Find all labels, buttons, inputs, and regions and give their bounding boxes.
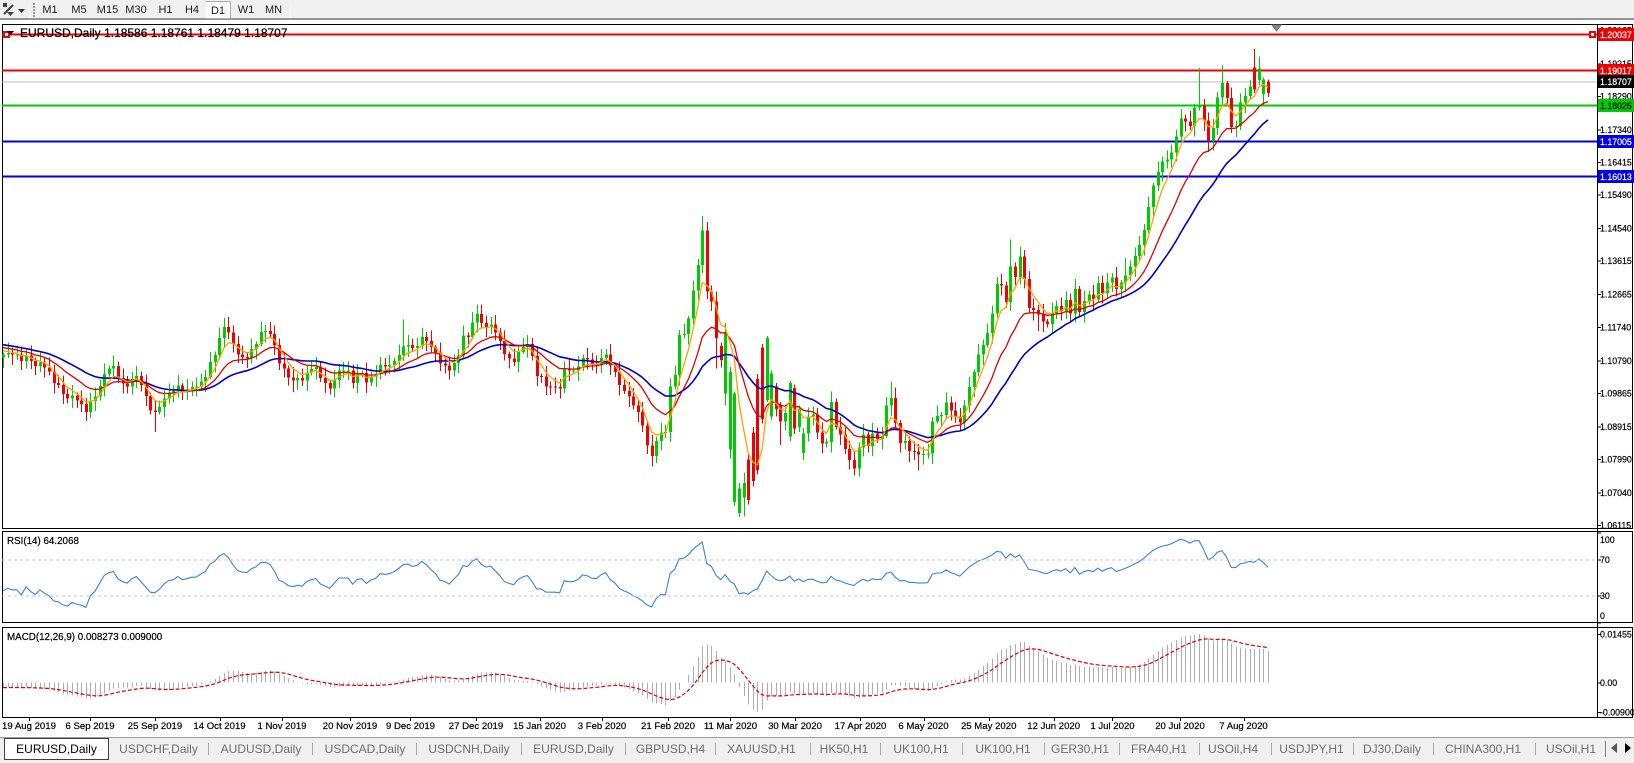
svg-text:1.19017: 1.19017 (1600, 66, 1632, 76)
svg-text:1.07040: 1.07040 (1600, 488, 1632, 498)
svg-text:20 Jul 2020: 20 Jul 2020 (1155, 721, 1205, 732)
svg-text:1.07990: 1.07990 (1600, 454, 1632, 464)
svg-text:1.17340: 1.17340 (1600, 125, 1632, 135)
svg-text:25 May 2020: 25 May 2020 (961, 721, 1016, 732)
svg-text:0.01455: 0.01455 (1600, 630, 1632, 640)
svg-text:100: 100 (1600, 535, 1615, 545)
svg-text:1.18290: 1.18290 (1600, 92, 1632, 102)
svg-text:MACD(12,26,9) 0.008273 0.00900: MACD(12,26,9) 0.008273 0.009000 (7, 632, 163, 643)
svg-text:RSI(14) 64.2068: RSI(14) 64.2068 (7, 536, 79, 547)
svg-text:6 May 2020: 6 May 2020 (898, 721, 948, 732)
svg-text:1.20037: 1.20037 (1600, 30, 1632, 40)
svg-text:19 Aug 2019: 19 Aug 2019 (2, 721, 56, 732)
svg-text:1.15490: 1.15490 (1600, 190, 1632, 200)
svg-text:1.08915: 1.08915 (1600, 422, 1632, 432)
svg-text:1.16415: 1.16415 (1600, 158, 1632, 168)
svg-text:1 Nov 2019: 1 Nov 2019 (257, 721, 306, 732)
svg-text:17 Apr 2020: 17 Apr 2020 (835, 721, 887, 732)
svg-text:30: 30 (1600, 591, 1610, 601)
svg-text:3 Feb 2020: 3 Feb 2020 (578, 721, 627, 732)
svg-text:1.10790: 1.10790 (1600, 356, 1632, 366)
svg-text:7 Aug 2020: 7 Aug 2020 (1219, 721, 1268, 732)
svg-text:-0.00900: -0.00900 (1600, 708, 1634, 718)
svg-text:1.14540: 1.14540 (1600, 224, 1632, 234)
svg-text:25 Sep 2019: 25 Sep 2019 (128, 721, 182, 732)
svg-text:1.11740: 1.11740 (1600, 322, 1631, 332)
svg-text:1.13615: 1.13615 (1600, 256, 1632, 266)
svg-text:30 Mar 2020: 30 Mar 2020 (768, 721, 822, 732)
svg-text:14 Oct 2019: 14 Oct 2019 (193, 721, 245, 732)
svg-text:11 Mar 2020: 11 Mar 2020 (704, 721, 757, 732)
svg-text:1.09865: 1.09865 (1600, 388, 1632, 398)
svg-text:12 Jun 2020: 12 Jun 2020 (1027, 721, 1080, 732)
svg-text:1.17005: 1.17005 (1600, 137, 1632, 147)
svg-text:21 Feb 2020: 21 Feb 2020 (641, 721, 695, 732)
svg-text:0: 0 (1600, 611, 1605, 621)
svg-text:1.18025: 1.18025 (1600, 101, 1632, 111)
svg-text:EURUSD,Daily 1.18586 1.18761: EURUSD,Daily 1.18586 1.18761 1.18479 1.1… (20, 26, 288, 40)
svg-text:70: 70 (1600, 555, 1610, 565)
svg-text:27 Dec 2019: 27 Dec 2019 (449, 721, 503, 732)
svg-text:9 Dec 2019: 9 Dec 2019 (386, 721, 435, 732)
svg-text:20 Nov 2019: 20 Nov 2019 (323, 721, 377, 732)
svg-text:1 Jul 2020: 1 Jul 2020 (1090, 721, 1134, 732)
svg-text:0.00: 0.00 (1600, 678, 1617, 688)
svg-text:1.12665: 1.12665 (1600, 290, 1632, 300)
svg-text:15 Jan 2020: 15 Jan 2020 (513, 721, 566, 732)
svg-text:1.18707: 1.18707 (1600, 77, 1632, 87)
svg-text:1.16013: 1.16013 (1600, 172, 1632, 182)
svg-text:6 Sep 2019: 6 Sep 2019 (65, 721, 114, 732)
svg-text:1.06115: 1.06115 (1600, 521, 1631, 531)
